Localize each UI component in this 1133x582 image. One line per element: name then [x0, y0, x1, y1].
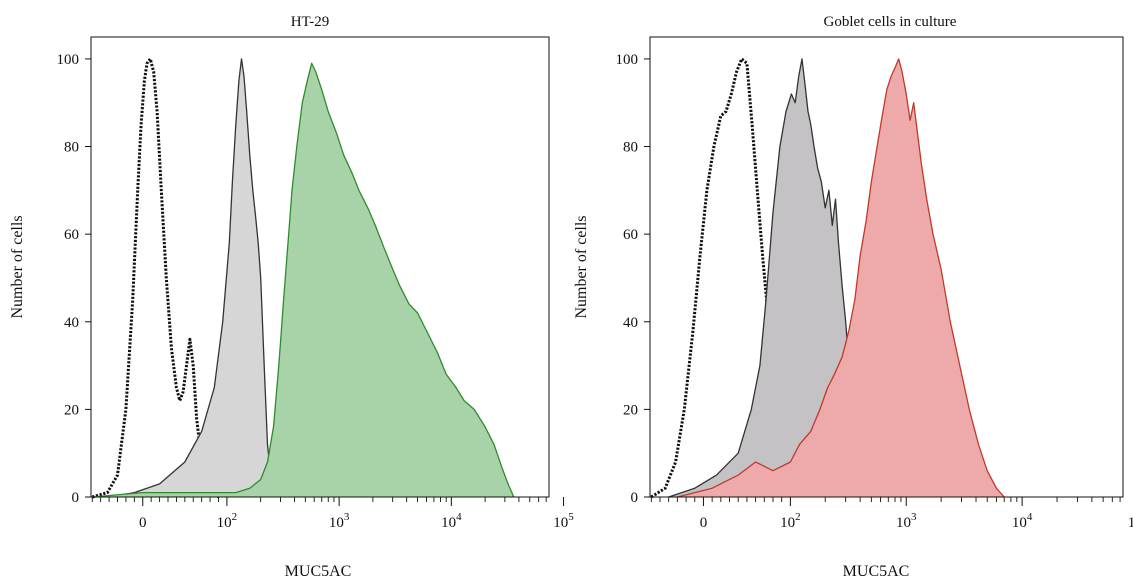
panel-1-ytick-label: 60 [64, 227, 79, 243]
panel-2-xtick-exp: 4 [1027, 511, 1033, 523]
panel-1-xtick-label: 104 [441, 511, 462, 531]
panel-2-series-2-line [668, 58, 867, 498]
panel-2-title: Goblet cells in culture [824, 14, 957, 30]
panel-1-xtick-exp: 4 [456, 511, 462, 523]
panel-1-ytick-label: 80 [64, 140, 79, 156]
panel-1-xtick-exp: 5 [568, 511, 574, 523]
panel-1-xtick-label: 102 [217, 511, 238, 531]
panel-2-xtick-label: 105 [1128, 511, 1133, 531]
panel-1-series-2-area [109, 58, 278, 498]
panel-2-xtick-label: 104 [1012, 511, 1033, 531]
panel-1-ytick-label: 20 [64, 402, 79, 418]
panel-1-series-3-line [92, 62, 515, 498]
panel-2: Goblet cells in culture020406080100Numbe… [573, 14, 1133, 580]
panel-1-xtick-label: 0 [139, 515, 147, 531]
panel-1-xtick-base: 10 [441, 515, 456, 531]
panel-1-xtick-base: 0 [139, 515, 147, 531]
panel-1-xtick-exp: 2 [232, 511, 238, 523]
panel-2-xtick-exp: 3 [911, 511, 917, 523]
panel-2-xtick-base: 0 [700, 515, 708, 531]
panel-2-ytick-label: 40 [623, 315, 638, 331]
panel-2-xtick-base: 10 [1012, 515, 1027, 531]
panel-1-series-3-area [92, 63, 514, 498]
panel-1-xtick-base: 10 [217, 515, 232, 531]
panel-2-ytick-label: 20 [623, 402, 638, 418]
panel-2-xtick-exp: 2 [795, 511, 801, 523]
panel-1-ytick-label: 0 [72, 490, 80, 506]
panel-1-title: HT-29 [291, 14, 330, 30]
panel-1-ytick-label: 100 [57, 52, 80, 68]
panel-1-xlabel: MUC5AC [285, 563, 352, 580]
panel-1-ytick-label: 40 [64, 315, 79, 331]
panel-1-xtick-base: 10 [329, 515, 344, 531]
panel-2-xlabel: MUC5AC [843, 563, 910, 580]
panel-2-xtick-label: 103 [896, 511, 917, 531]
panel-1-series-2-line [108, 58, 278, 498]
panel-2-series-3-area [677, 58, 1005, 498]
panel-2-xtick-base: 10 [896, 515, 911, 531]
panel-1-xtick-label: 103 [329, 511, 350, 531]
panel-2-ylabel: Number of cells [573, 215, 590, 318]
panel-1-xtick-label: 105 [553, 511, 574, 531]
panel-1-series-1-line [91, 57, 220, 499]
panel-2-xtick-label: 0 [700, 515, 708, 531]
panel-2-ytick-label: 80 [623, 140, 638, 156]
panel-2-xtick-label: 102 [780, 511, 801, 531]
panel-2-series-2-area [668, 58, 867, 498]
panel-2-ytick-label: 100 [616, 52, 639, 68]
panel-1-ylabel: Number of cells [9, 215, 26, 318]
panel-2-series-1-line [650, 57, 799, 499]
panel-1-xtick-base: 10 [553, 515, 568, 531]
panel-2-xtick-base: 10 [1128, 515, 1133, 531]
panel-1-frame [90, 36, 550, 498]
panel-2-ytick-label: 60 [623, 227, 638, 243]
panel-2-series-3-line [677, 58, 1005, 498]
panel-2-ytick-label: 0 [631, 490, 639, 506]
panel-2-frame [649, 36, 1124, 498]
panel-2-xtick-base: 10 [780, 515, 795, 531]
panel-1-xtick-exp: 3 [344, 511, 350, 523]
